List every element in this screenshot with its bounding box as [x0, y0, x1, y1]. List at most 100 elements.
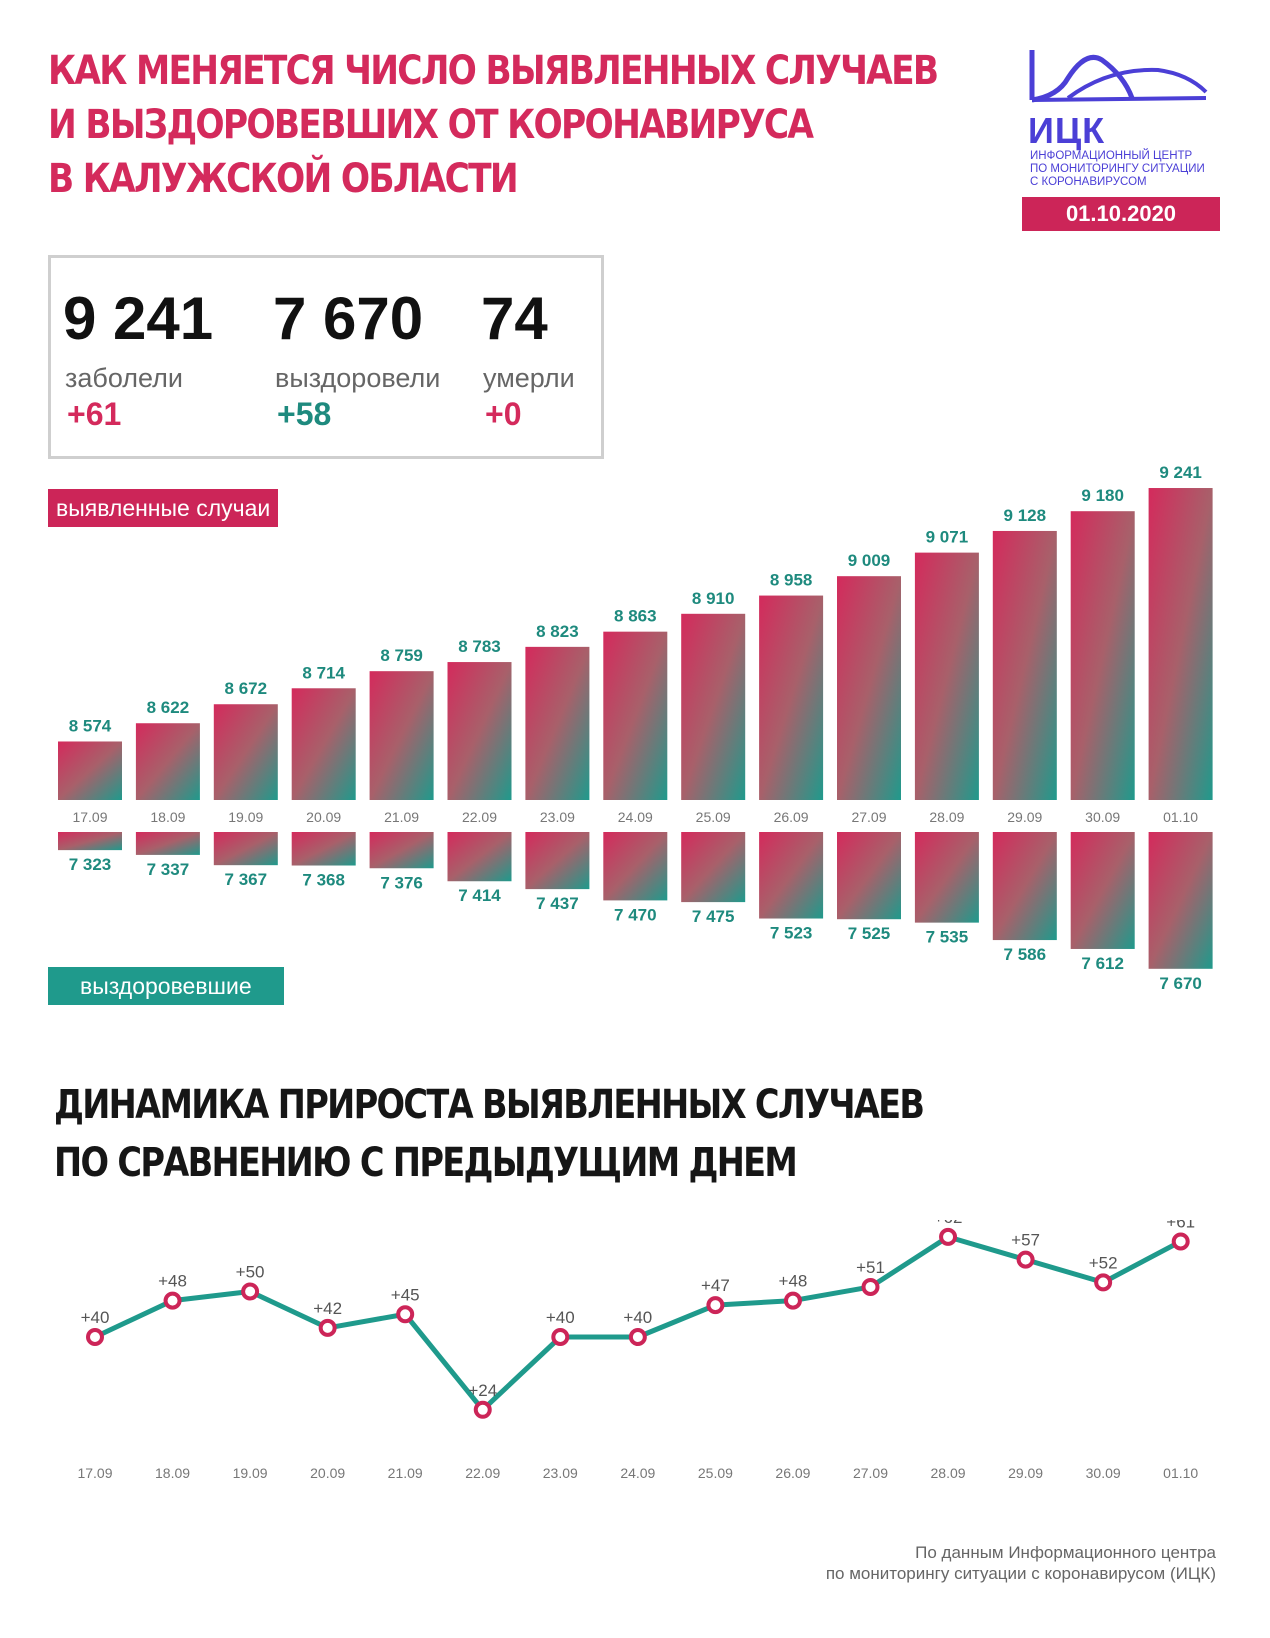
growth-category-label: 18.09 — [155, 1465, 190, 1480]
recovered-bar — [447, 832, 512, 882]
growth-point — [706, 1296, 725, 1315]
page-title: КАК МЕНЯЕТСЯ ЧИСЛО ВЫЯВЛЕННЫХ СЛУЧАЕВ И … — [48, 44, 939, 206]
cases-bar — [759, 595, 824, 800]
stat-died-delta: +0 — [485, 396, 522, 432]
stat-recovered-label: выздоровели — [275, 363, 441, 393]
growth-point-label: +24 — [468, 1381, 497, 1400]
growth-category-label: 28.09 — [931, 1465, 966, 1480]
growth-category-label: 26.09 — [775, 1465, 810, 1480]
growth-point-label: +62 — [934, 1220, 963, 1227]
cases-bar-label: 8 958 — [770, 571, 813, 590]
cases-bar-label: 8 759 — [380, 646, 423, 665]
bar-category-label: 17.09 — [72, 809, 107, 825]
logo-subtitle: ИНФОРМАЦИОННЫЙ ЦЕНТР ПО МОНИТОРИНГУ СИТУ… — [1030, 150, 1230, 189]
cases-bar-label: 8 672 — [225, 679, 268, 698]
recovered-bar-label: 7 535 — [926, 928, 969, 947]
growth-point — [628, 1328, 647, 1346]
recovered-bar-label: 7 414 — [458, 886, 501, 905]
cases-bar-label: 8 823 — [536, 622, 579, 641]
stats-panel: 9 241 заболели +61 7 670 выздоровели +58… — [48, 255, 604, 459]
cases-bar — [213, 704, 278, 800]
bar-category-label: 30.09 — [1085, 809, 1120, 825]
bar-category-label: 01.10 — [1163, 809, 1198, 825]
growth-point-label: +40 — [623, 1308, 652, 1327]
bar-category-label: 19.09 — [228, 809, 263, 825]
stat-sick-label: заболели — [65, 363, 183, 393]
stat-died-value: 74 — [481, 285, 548, 352]
recovered-bar — [1148, 832, 1213, 969]
cases-bar-label: 8 863 — [614, 607, 657, 626]
growth-category-label: 24.09 — [620, 1465, 655, 1480]
growth-point-label: +61 — [1166, 1220, 1195, 1231]
bar-category-label: 20.09 — [306, 809, 341, 825]
logo: ИЦК ИНФОРМАЦИОННЫЙ ЦЕНТР ПО МОНИТОРИНГУ … — [1028, 48, 1228, 238]
growth-point — [163, 1291, 182, 1310]
cases-bar-label: 8 783 — [458, 637, 501, 656]
growth-point-label: +40 — [546, 1308, 575, 1327]
stat-recovered-value: 7 670 — [273, 285, 424, 352]
recovered-bar — [914, 832, 979, 923]
growth-point-label: +45 — [391, 1285, 420, 1304]
title-line: В КАЛУЖСКОЙ ОБЛАСТИ — [48, 156, 519, 202]
cases-recovered-bar-chart: 8 574 17.09 7 323 8 622 18.09 7 337 8 672 19.09… — [58, 463, 1213, 993]
recovered-bar — [213, 832, 278, 866]
bar-category-label: 22.09 — [462, 809, 497, 825]
recovered-bar-label: 7 368 — [302, 871, 345, 890]
cases-bar — [58, 741, 122, 800]
cases-bar-label: 8 622 — [147, 698, 190, 717]
logo-subtitle-line: ИНФОРМАЦИОННЫЙ ЦЕНТР — [1030, 150, 1193, 162]
growth-point — [783, 1291, 802, 1310]
cases-bar — [681, 613, 746, 800]
footer-line: по мониторингу ситуации с коронавирусом … — [825, 1564, 1216, 1583]
growth-category-label: 22.09 — [465, 1465, 500, 1480]
bar-category-label: 28.09 — [929, 809, 964, 825]
growth-point — [318, 1318, 337, 1337]
cases-bar — [603, 631, 668, 800]
bar-category-label: 23.09 — [540, 809, 575, 825]
legend-cases: выявленные случаи — [48, 489, 279, 527]
recovered-bar — [369, 832, 434, 869]
growth-point — [473, 1400, 492, 1419]
growth-category-label: 25.09 — [698, 1465, 733, 1480]
growth-point-label: +47 — [701, 1276, 730, 1295]
bar-category-label: 29.09 — [1007, 809, 1042, 825]
stat-sick-value: 9 241 — [63, 285, 214, 352]
recovered-bar — [1070, 832, 1135, 949]
growth-point — [1171, 1232, 1190, 1251]
cases-bar — [914, 552, 979, 800]
bar-category-label: 25.09 — [696, 809, 731, 825]
section-title-line: ДИНАМИКА ПРИРОСТА ВЫЯВЛЕННЫХ СЛУЧАЕВ — [54, 1082, 925, 1128]
cases-bar-label: 8 574 — [69, 716, 112, 735]
cases-bar-label: 9 071 — [926, 528, 969, 547]
recovered-bar-label: 7 475 — [692, 907, 735, 926]
recovered-bar-label: 7 670 — [1159, 974, 1202, 993]
legend-recovered: выздоровевшие — [48, 967, 284, 1005]
recovered-bar — [135, 832, 200, 855]
section-title-line: ПО СРАВНЕНИЮ С ПРЕДЫДУЩИМ ДНЕМ — [54, 1140, 798, 1186]
growth-category-label: 19.09 — [233, 1465, 268, 1480]
recovered-bar — [603, 832, 668, 901]
cases-bar — [135, 723, 200, 800]
growth-point-label: +52 — [1089, 1253, 1118, 1272]
cases-bar-label: 9 180 — [1081, 486, 1124, 505]
growth-point-label: +42 — [313, 1299, 342, 1318]
growth-point — [1094, 1273, 1113, 1292]
bar-category-label: 24.09 — [618, 809, 653, 825]
recovered-bar — [58, 832, 122, 851]
cases-bar — [447, 662, 512, 800]
mountain-wave-logo-icon — [1029, 50, 1208, 103]
recovered-bar-label: 7 470 — [614, 905, 657, 924]
growth-point-label: +50 — [236, 1263, 265, 1282]
source-footer: По данным Информационного центра по мони… — [826, 1542, 1216, 1584]
bar-category-label: 27.09 — [851, 809, 886, 825]
logo-subtitle-line: ПО МОНИТОРИНГУ СИТУАЦИИ — [1030, 163, 1205, 175]
recovered-bar-label: 7 337 — [147, 860, 190, 879]
cases-bar — [369, 671, 434, 800]
cases-bar — [291, 688, 356, 800]
growth-point-label: +57 — [1011, 1231, 1040, 1250]
cases-bar — [992, 530, 1057, 800]
logo-subtitle-line: С КОРОНАВИРУСОМ — [1030, 176, 1147, 188]
growth-point-label: +51 — [856, 1258, 885, 1277]
recovered-bar-label: 7 525 — [848, 924, 891, 943]
cases-bar — [525, 646, 590, 800]
